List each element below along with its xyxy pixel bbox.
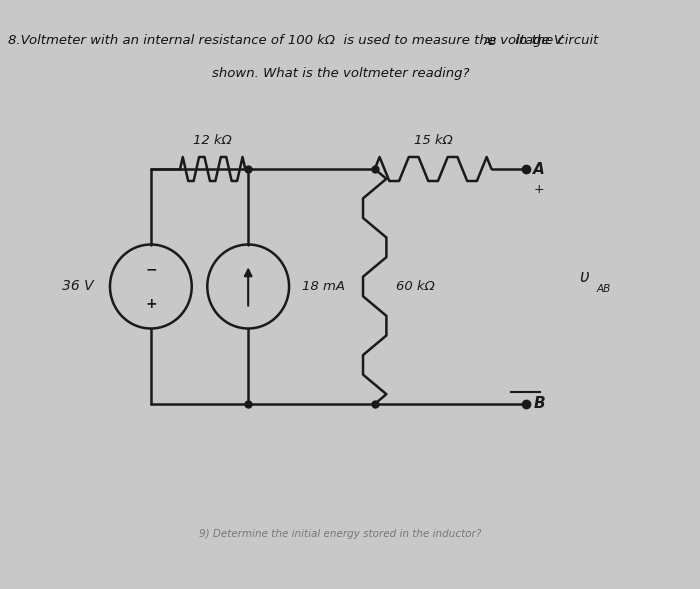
Text: A: A bbox=[533, 161, 545, 177]
Text: AB: AB bbox=[596, 283, 611, 293]
Text: AB: AB bbox=[484, 37, 497, 47]
Text: in the circuit: in the circuit bbox=[511, 34, 598, 47]
Text: 60 kΩ: 60 kΩ bbox=[396, 280, 435, 293]
Text: +: + bbox=[533, 183, 544, 196]
Text: 8.Voltmeter with an internal resistance of 100 kΩ  is used to measure the voltag: 8.Voltmeter with an internal resistance … bbox=[8, 34, 563, 47]
Text: −: − bbox=[145, 263, 157, 276]
Text: υ: υ bbox=[579, 267, 589, 286]
Text: B: B bbox=[533, 396, 545, 412]
Text: 12 kΩ: 12 kΩ bbox=[193, 134, 232, 147]
Text: shown. What is the voltmeter reading?: shown. What is the voltmeter reading? bbox=[212, 67, 470, 80]
Text: +: + bbox=[145, 296, 157, 310]
Text: 9) Determine the initial energy stored in the inductor?: 9) Determine the initial energy stored i… bbox=[199, 529, 482, 539]
Text: 15 kΩ: 15 kΩ bbox=[414, 134, 452, 147]
Text: 18 mA: 18 mA bbox=[302, 280, 344, 293]
Text: 36 V: 36 V bbox=[62, 280, 94, 293]
